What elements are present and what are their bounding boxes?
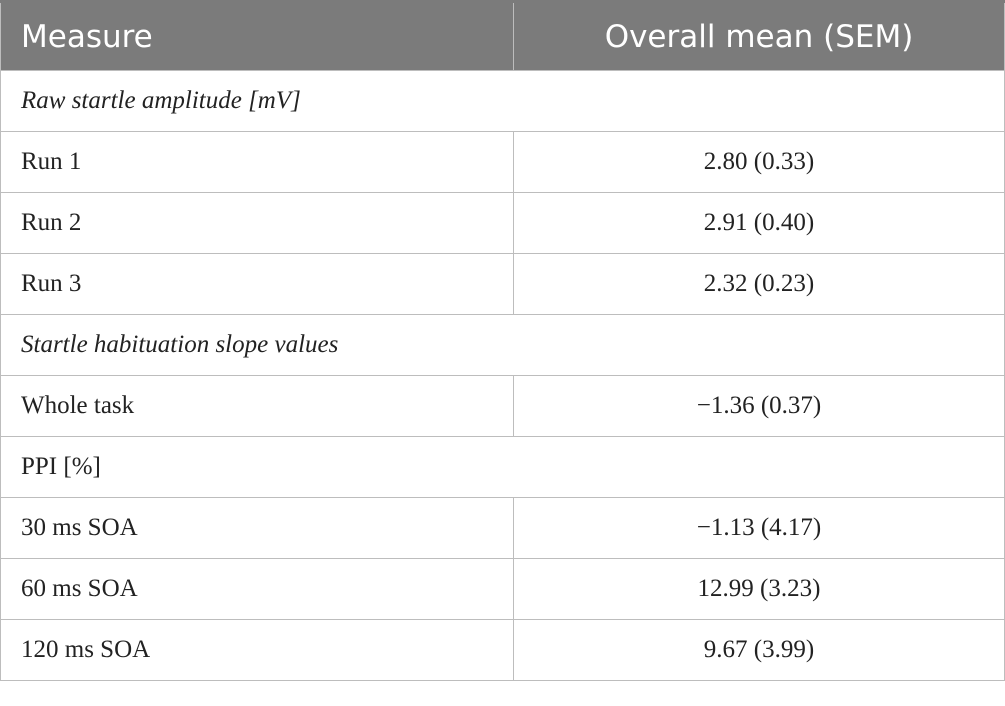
table-row: 60 ms SOA 12.99 (3.23): [0, 558, 1005, 620]
value-cell: 2.91 (0.40): [513, 192, 1005, 254]
section-title: PPI [%]: [0, 436, 1005, 498]
value-cell: 2.32 (0.23): [513, 253, 1005, 315]
section-row: PPI [%]: [0, 436, 1005, 498]
table-row: 30 ms SOA −1.13 (4.17): [0, 497, 1005, 559]
table-row: 120 ms SOA 9.67 (3.99): [0, 619, 1005, 681]
table-row: Run 1 2.80 (0.33): [0, 131, 1005, 193]
measure-cell: Run 3: [0, 253, 514, 315]
measure-cell: Whole task: [0, 375, 514, 437]
value-cell: 2.80 (0.33): [513, 131, 1005, 193]
value-cell: 9.67 (3.99): [513, 619, 1005, 681]
value-cell: 12.99 (3.23): [513, 558, 1005, 620]
measure-cell: Run 2: [0, 192, 514, 254]
header-row: Measure Overall mean (SEM): [0, 0, 1005, 71]
measure-cell: 120 ms SOA: [0, 619, 514, 681]
table-row: Whole task −1.36 (0.37): [0, 375, 1005, 437]
column-header-overall-mean: Overall mean (SEM): [513, 0, 1005, 71]
measure-cell: 30 ms SOA: [0, 497, 514, 559]
column-header-measure: Measure: [0, 0, 514, 71]
measure-cell: Run 1: [0, 131, 514, 193]
table-row: Run 2 2.91 (0.40): [0, 192, 1005, 254]
table-row: Run 3 2.32 (0.23): [0, 253, 1005, 315]
section-row: Raw startle amplitude [mV]: [0, 70, 1005, 132]
data-table: Measure Overall mean (SEM) Raw startle a…: [0, 0, 1005, 681]
value-cell: −1.13 (4.17): [513, 497, 1005, 559]
value-cell: −1.36 (0.37): [513, 375, 1005, 437]
section-row: Startle habituation slope values: [0, 314, 1005, 376]
section-title: Raw startle amplitude [mV]: [0, 70, 1005, 132]
section-title: Startle habituation slope values: [0, 314, 1005, 376]
measure-cell: 60 ms SOA: [0, 558, 514, 620]
